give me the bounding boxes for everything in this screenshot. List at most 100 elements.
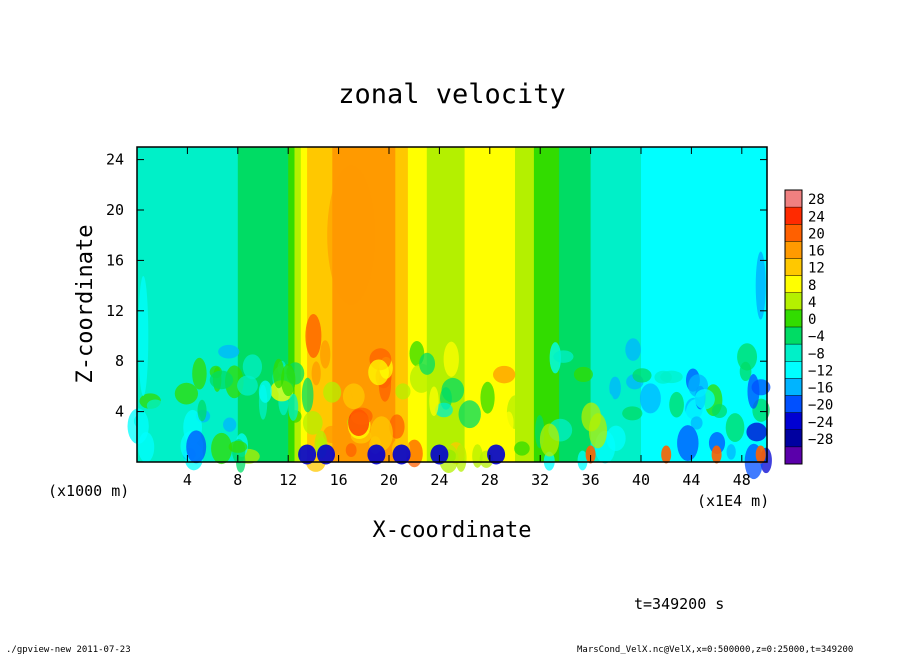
field-patch bbox=[553, 350, 574, 363]
field-patch bbox=[596, 391, 615, 413]
colorbar-label: −12 bbox=[808, 363, 833, 379]
x-tick-label: 28 bbox=[481, 471, 499, 489]
field-cell bbox=[697, 147, 705, 462]
field-cell bbox=[332, 147, 340, 462]
x-tick-label: 4 bbox=[183, 471, 192, 489]
field-cell bbox=[704, 147, 711, 462]
colorbar-label: −4 bbox=[808, 329, 825, 345]
field-cell bbox=[288, 147, 296, 462]
field-cell bbox=[628, 147, 636, 462]
field-cell bbox=[691, 147, 699, 462]
field-cell bbox=[470, 147, 478, 462]
field-patch bbox=[573, 366, 593, 383]
field-cell bbox=[546, 147, 554, 462]
field-cell bbox=[187, 147, 195, 462]
field-patch bbox=[622, 406, 643, 421]
field-cell bbox=[294, 147, 302, 462]
field-patch bbox=[493, 365, 516, 384]
field-cell bbox=[609, 147, 617, 462]
field-cell bbox=[508, 147, 516, 462]
field-patch bbox=[429, 386, 439, 417]
field-patch bbox=[747, 374, 760, 409]
field-patch bbox=[514, 441, 530, 456]
x-tick-label: 16 bbox=[330, 471, 348, 489]
field-patch bbox=[237, 375, 258, 396]
colorbar-label: 16 bbox=[808, 244, 825, 260]
field-cell bbox=[603, 147, 611, 462]
field-patch bbox=[138, 276, 149, 396]
field-patch bbox=[606, 425, 626, 452]
field-patch bbox=[480, 381, 495, 414]
colorbar-swatch bbox=[785, 292, 802, 311]
field-patch bbox=[577, 450, 588, 471]
colorbar-label: 0 bbox=[808, 312, 816, 328]
x-tick-label: 8 bbox=[233, 471, 242, 489]
field-cell bbox=[722, 147, 730, 462]
x-tick-label: 32 bbox=[531, 471, 549, 489]
field-patch bbox=[350, 407, 373, 425]
field-patch bbox=[726, 444, 736, 460]
field-cell bbox=[256, 147, 264, 462]
field-cell bbox=[313, 147, 321, 462]
field-patch bbox=[711, 403, 727, 419]
field-cell bbox=[218, 147, 226, 462]
field-patch bbox=[288, 393, 299, 421]
colorbar-swatch bbox=[785, 190, 802, 208]
field-cell bbox=[300, 147, 308, 462]
field-patch bbox=[576, 342, 591, 363]
field-cell bbox=[212, 147, 220, 462]
field-patch bbox=[434, 402, 453, 418]
x-tick-label: 48 bbox=[733, 471, 751, 489]
field-cell bbox=[571, 147, 579, 462]
colorbar-label: 20 bbox=[808, 226, 825, 242]
field-patch bbox=[755, 445, 766, 464]
field-patch bbox=[654, 370, 672, 384]
y-tick-label: 12 bbox=[106, 302, 124, 320]
field-patch bbox=[739, 361, 752, 382]
x-axis: 4 8 12 16 20 24 28 32 36 40 44 48 bbox=[183, 147, 751, 489]
field-cell bbox=[578, 147, 585, 462]
field-cell bbox=[483, 147, 491, 462]
field-cell bbox=[376, 147, 384, 462]
y-axis: 4 8 12 16 20 24 bbox=[106, 151, 767, 421]
field-cell bbox=[420, 147, 428, 462]
field-patch bbox=[223, 417, 237, 432]
field-patch bbox=[317, 444, 335, 465]
colorbar-label: 12 bbox=[808, 261, 825, 277]
colorbar-swatch bbox=[785, 378, 802, 396]
field-patch bbox=[632, 368, 652, 383]
field-cell bbox=[641, 147, 648, 462]
field-cell bbox=[370, 147, 377, 462]
y-tick-label: 4 bbox=[115, 403, 124, 421]
colorbar-swatch bbox=[785, 344, 802, 362]
x-tick-label: 44 bbox=[682, 471, 700, 489]
field-patch bbox=[711, 445, 722, 464]
field-patch bbox=[588, 413, 608, 449]
time-label: t=349200 s bbox=[634, 595, 724, 613]
field-cell bbox=[244, 147, 251, 462]
field-cell bbox=[615, 147, 623, 462]
field-cell bbox=[489, 147, 497, 462]
field-patch bbox=[342, 383, 365, 410]
field-cell bbox=[685, 147, 692, 462]
field-cell bbox=[596, 147, 604, 462]
field-cell bbox=[678, 147, 686, 462]
field-patch bbox=[539, 423, 560, 457]
field-cell bbox=[464, 147, 472, 462]
field-patch bbox=[661, 445, 672, 464]
colorbar-label: −8 bbox=[808, 346, 825, 362]
field-cell bbox=[275, 147, 283, 462]
field-cell bbox=[521, 147, 529, 462]
x-axis-unit: (x1E4 m) bbox=[697, 492, 769, 510]
field-cell bbox=[439, 147, 447, 462]
field-cell bbox=[225, 147, 233, 462]
field-patch bbox=[174, 382, 199, 405]
field-patch bbox=[242, 354, 263, 380]
field-cell bbox=[250, 147, 258, 462]
field-patch bbox=[395, 383, 411, 400]
y-tick-label: 16 bbox=[106, 251, 124, 269]
field-cell bbox=[622, 147, 629, 462]
field-patch bbox=[501, 381, 512, 394]
field-patch bbox=[639, 383, 661, 414]
field-cell bbox=[672, 147, 680, 462]
